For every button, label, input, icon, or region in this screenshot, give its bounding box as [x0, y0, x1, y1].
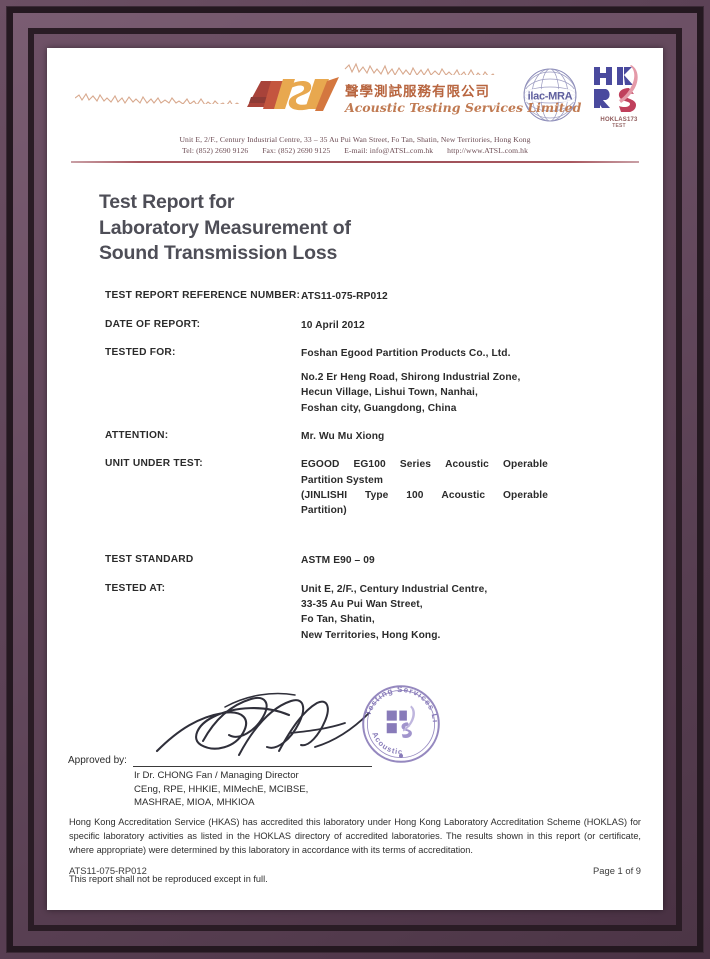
standard-value: ASTM E90 – 09 [301, 555, 375, 567]
title-line-1: Test Report for [99, 191, 235, 213]
info-row-unit-under-test: UNIT UNDER TEST: EGOOD EG100 Series Acou… [105, 457, 625, 518]
hkas-scheme-number: 173 [626, 117, 638, 123]
letterhead: 聲學測試服務有限公司 Acoustic Testing Services Lim… [47, 48, 663, 163]
info-row-date: DATE OF REPORT: 10 April 2012 [105, 318, 625, 333]
hkas-scheme-label: HOKLAS173 TEST [589, 117, 649, 129]
uut-word: EG100 [353, 459, 386, 471]
waveform-trace-top [344, 62, 495, 75]
letterhead-address: Unit E, 2/F., Century Industrial Centre,… [61, 134, 649, 157]
hkas-scheme-type: TEST [612, 122, 626, 129]
info-row-tested-at: TESTED AT: Unit E, 2/F., Century Industr… [105, 582, 625, 643]
uut-word: Operable [503, 489, 548, 501]
uut-line-2: Partition System [301, 474, 383, 486]
atsl-company-names: 聲學測試服務有限公司 Acoustic Testing Services Lim… [341, 85, 581, 115]
document-page: 聲學測試服務有限公司 Acoustic Testing Services Lim… [47, 48, 663, 910]
hkas-logo: HOKLAS173 TEST [589, 64, 649, 129]
info-row-reference: TEST REPORT REFERENCE NUMBER: ATS11-075-… [105, 289, 625, 304]
company-stamp: Testing Services Limited Acoustic [359, 682, 440, 763]
approved-by-label: Approved by: [68, 754, 127, 766]
tested-for-value: Foshan Egood Partition Products Co., Ltd… [301, 346, 625, 416]
report-info-table: TEST REPORT REFERENCE NUMBER: ATS11-075-… [105, 289, 625, 643]
waveform-trace-left [75, 92, 240, 104]
date-value: 10 April 2012 [301, 319, 365, 331]
handwritten-signature [155, 692, 370, 756]
uut-word: EGOOD [301, 459, 340, 471]
client-address-2: Hecun Village, Lishui Town, Nanhai, [301, 387, 478, 399]
tested-for-label: TESTED FOR: [105, 346, 176, 358]
accreditation-notice: Hong Kong Accreditation Service (HKAS) h… [69, 815, 641, 886]
date-label: DATE OF REPORT: [105, 318, 201, 330]
contact-line: Tel: (852) 2690 9126 Fax: (852) 2690 9125… [61, 145, 649, 156]
signatory-name: Ir Dr. CHONG Fan / Managing Director [134, 769, 299, 781]
footer-reference: ATS11-075-RP012 [69, 865, 147, 876]
hkas-mark-icon [594, 65, 638, 113]
client-address-3: Foshan city, Guangdong, China [301, 402, 457, 414]
lab-address-3: Fo Tan, Shatin, [301, 614, 375, 626]
signatory-quals-2: MASHRAE, MIOA, MHKIOA [134, 797, 255, 809]
lab-address-2: 33-35 Au Pui Wan Street, [301, 599, 423, 611]
lab-address-1: Unit E, 2/F., Century Industrial Centre, [301, 583, 488, 595]
reference-value: ATS11-075-RP012 [301, 291, 388, 303]
fax-text: Fax: (852) 2690 9125 [262, 146, 331, 156]
atsl-wordmark-icon [247, 77, 339, 111]
uut-word: Series [399, 459, 431, 471]
footer-page-number: Page 1 of 9 [593, 865, 641, 876]
uut-word: Acoustic [445, 459, 489, 471]
uut-word: 100 [406, 489, 424, 501]
uut-line-4: Partition) [301, 505, 347, 517]
letterhead-divider [71, 160, 639, 163]
website-text: http://www.ATSL.com.hk [447, 146, 528, 156]
info-row-attention: ATTENTION: Mr. Wu Mu Xiong [105, 429, 625, 444]
page-title: Test Report for Laboratory Measurement o… [99, 190, 663, 267]
lab-address-4: New Territories, Hong Kong. [301, 629, 441, 641]
uut-line-1: EGOOD EG100 Series Acoustic Operable [301, 457, 548, 472]
signatory-details: Ir Dr. CHONG Fan / Managing Director CEn… [134, 769, 308, 810]
unit-under-test-label: UNIT UNDER TEST: [105, 458, 203, 470]
info-row-standard: TEST STANDARD ASTM E90 – 09 [105, 553, 625, 568]
atsl-logo: 聲學測試服務有限公司 Acoustic Testing Services Lim… [75, 62, 581, 115]
attention-value: Mr. Wu Mu Xiong [301, 430, 385, 442]
accreditation-paragraph: Hong Kong Accreditation Service (HKAS) h… [69, 816, 641, 856]
page-footer: ATS11-075-RP012 Page 1 of 9 [69, 865, 641, 876]
info-row-tested-for: TESTED FOR: Foshan Egood Partition Produ… [105, 346, 625, 416]
standard-label: TEST STANDARD [105, 554, 194, 566]
title-line-3: Sound Transmission Loss [99, 242, 338, 265]
client-address-1: No.2 Er Heng Road, Shirong Industrial Zo… [301, 372, 521, 384]
company-name-cn: 聲學測試服務有限公司 [345, 84, 490, 101]
uut-word: (JINLISHI [301, 489, 348, 501]
signatory-quals-1: CEng, RPE, HHKIE, MIMechE, MCIBSE, [134, 783, 309, 795]
unit-under-test-value: EGOOD EG100 Series Acoustic Operable Par… [301, 457, 625, 518]
reference-label: TEST REPORT REFERENCE NUMBER: [105, 290, 301, 302]
tel-text: Tel: (852) 2690 9126 [182, 146, 249, 156]
email-text: E-mail: info@ATSL.com.hk [344, 146, 434, 156]
uut-word: Operable [502, 459, 548, 471]
company-name-en: Acoustic Testing Services Limited [345, 99, 582, 115]
client-company: Foshan Egood Partition Products Co., Ltd… [301, 347, 511, 359]
tested-at-label: TESTED AT: [105, 582, 166, 594]
ilac-mra-logo: ilac-MRA [521, 66, 579, 129]
title-line-2: Laboratory Measurement of [99, 216, 351, 239]
tested-at-value: Unit E, 2/F., Century Industrial Centre,… [301, 582, 625, 643]
signature-block: Testing Services Limited Acoustic Approv… [47, 679, 663, 811]
svg-text:ilac-MRA: ilac-MRA [528, 91, 573, 103]
hkas-scheme-name: HOKLAS [600, 117, 627, 123]
uut-word: Type [365, 489, 389, 501]
attention-label: ATTENTION: [105, 429, 169, 441]
uut-line-3: (JINLISHI Type 100 Acoustic Operable [301, 488, 548, 503]
signature-rule [133, 765, 372, 768]
address-line: Unit E, 2/F., Century Industrial Centre,… [179, 135, 531, 145]
reproduction-notice: This report shall not be reproduced exce… [69, 873, 268, 884]
uut-word: Acoustic [441, 489, 486, 501]
